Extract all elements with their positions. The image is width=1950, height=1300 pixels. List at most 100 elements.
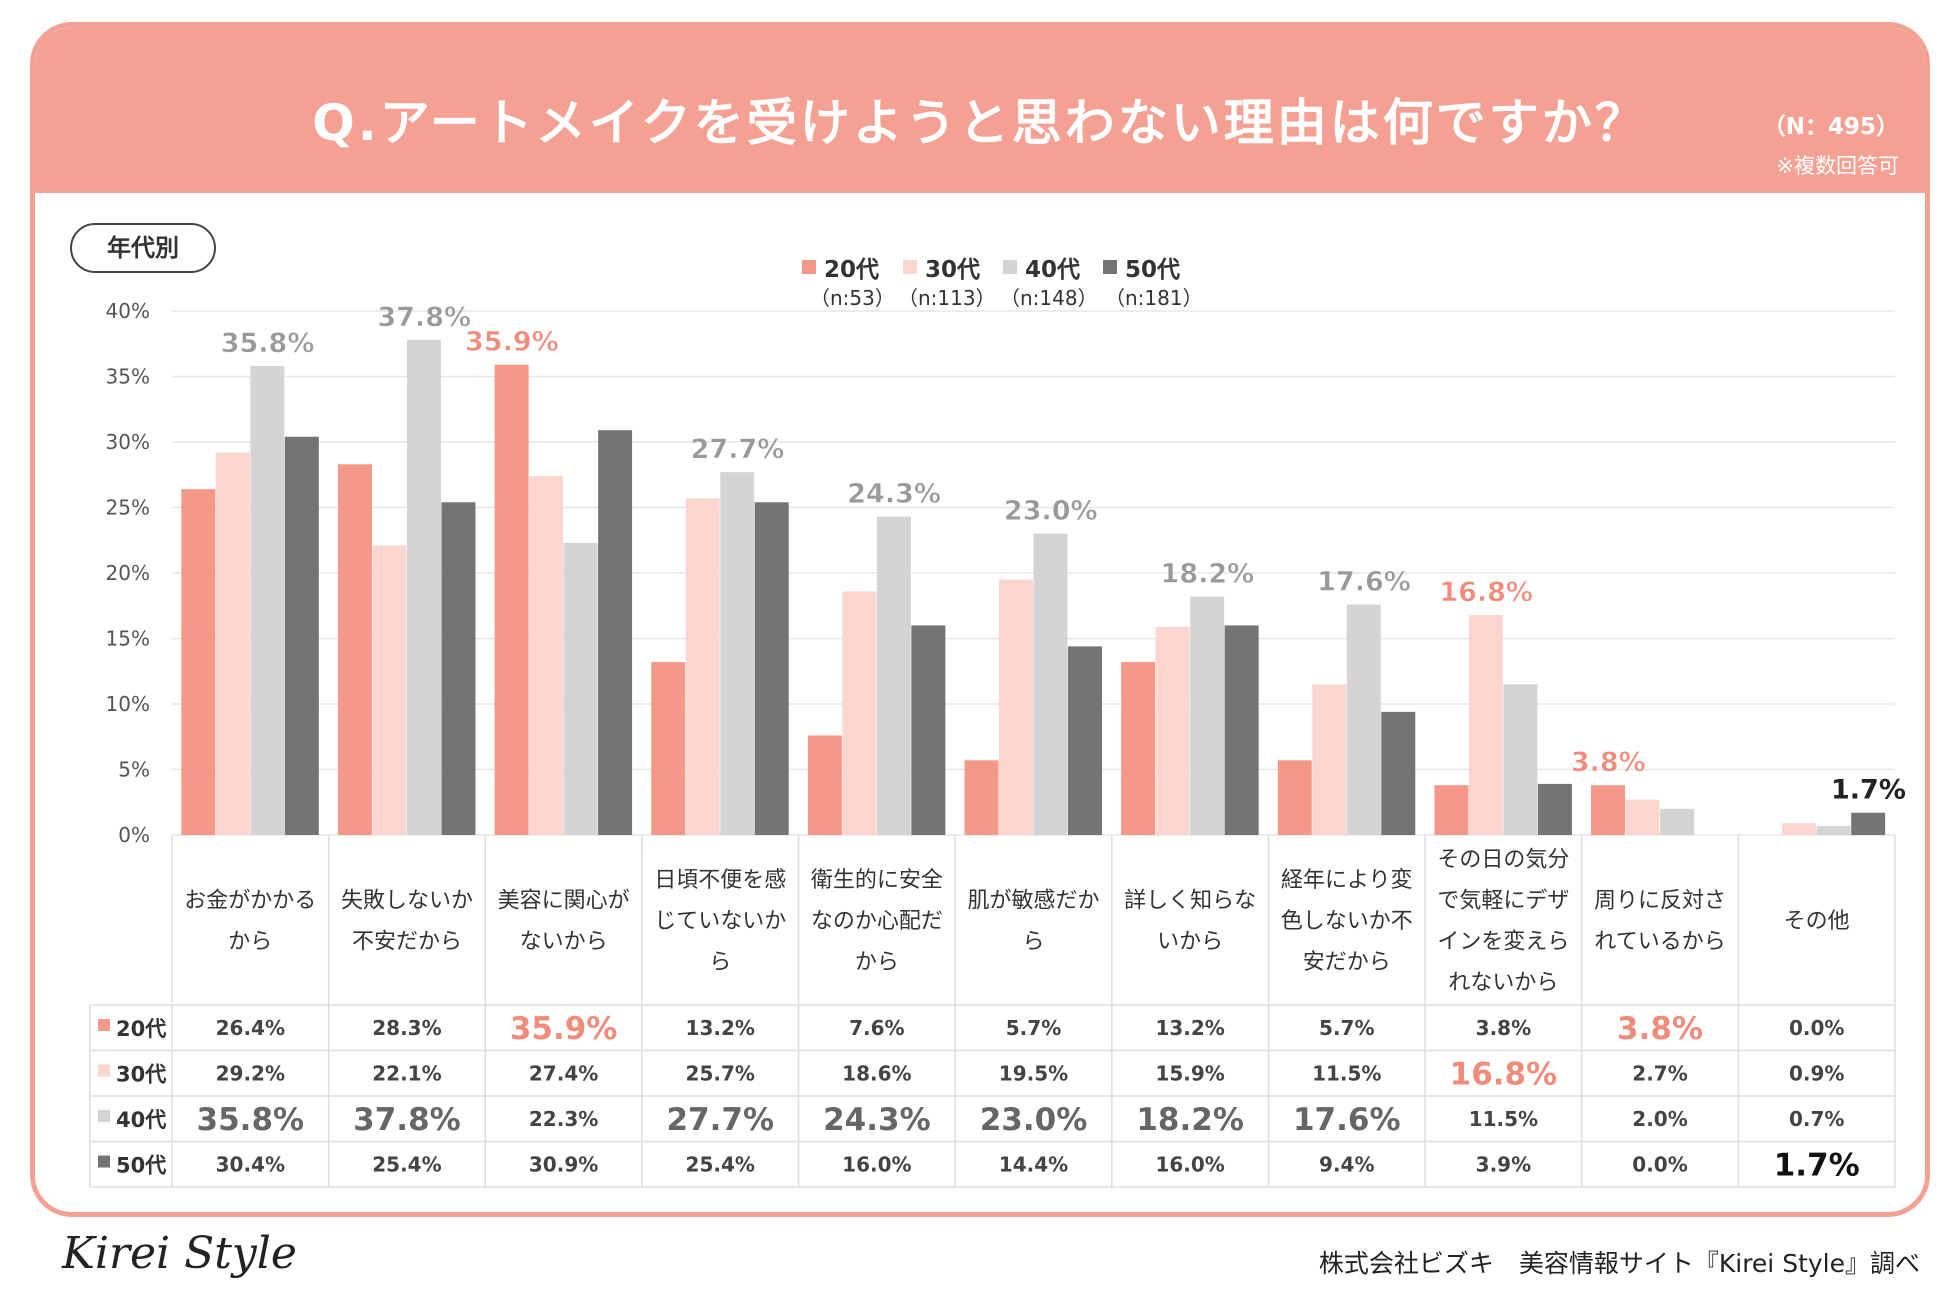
table-cell-value: 16.0% xyxy=(1155,1153,1224,1177)
table-cell-value: 22.1% xyxy=(372,1062,441,1086)
row-header: 30代 xyxy=(116,1063,166,1087)
legend-n-label: （n:148） xyxy=(1000,286,1098,310)
bar xyxy=(1224,625,1259,835)
table-cell-value: 29.2% xyxy=(216,1062,285,1086)
bar xyxy=(876,516,911,835)
brand-logo: Kirei Style xyxy=(62,1228,297,1279)
table-cell-value: 3.8% xyxy=(1617,1011,1703,1047)
category-label: ら xyxy=(709,950,731,975)
table-cell-value: 7.6% xyxy=(849,1016,904,1040)
bar xyxy=(1312,684,1347,835)
table-cell-value: 22.3% xyxy=(529,1107,598,1131)
category-label: ら xyxy=(1022,930,1044,955)
table-cell-value: 18.2% xyxy=(1136,1102,1244,1138)
bar xyxy=(250,366,285,835)
bar xyxy=(372,545,407,835)
peak-value-label: 27.7% xyxy=(691,434,785,465)
bar xyxy=(651,662,686,835)
table-cell-value: 35.8% xyxy=(197,1102,305,1138)
table-cell-value: 16.8% xyxy=(1450,1057,1558,1093)
table-cell-value: 3.8% xyxy=(1476,1016,1531,1040)
table-cell-value: 13.2% xyxy=(686,1016,755,1040)
table-cell-value: 15.9% xyxy=(1155,1062,1224,1086)
table-cell-value: 24.3% xyxy=(823,1102,931,1138)
category-label: なのか心配だ xyxy=(811,909,943,934)
table-cell-value: 25.7% xyxy=(686,1062,755,1086)
category-label: インを変えら xyxy=(1437,930,1569,955)
bar xyxy=(1068,646,1102,835)
y-tick-label: 5% xyxy=(118,758,150,782)
bar xyxy=(1816,825,1851,835)
bar xyxy=(720,472,755,835)
y-tick-label: 40% xyxy=(106,299,150,323)
peak-value-label: 18.2% xyxy=(1161,559,1255,590)
table-cell-value: 1.7% xyxy=(1774,1148,1860,1184)
bar xyxy=(1033,533,1068,835)
category-label: 肌が敏感だか xyxy=(967,889,1099,914)
multiple-answer-note: ※複数回答可 xyxy=(1776,154,1899,178)
category-label: 色しないか不 xyxy=(1281,909,1413,934)
category-label: 衛生的に安全 xyxy=(811,868,943,893)
peak-value-label: 35.9% xyxy=(465,327,559,358)
row-header: 20代 xyxy=(116,1017,166,1041)
legend-swatch xyxy=(1003,260,1017,274)
peak-value-label: 24.3% xyxy=(847,479,941,510)
bar xyxy=(685,498,720,835)
bar xyxy=(1381,711,1416,835)
category-label: れないから xyxy=(1448,971,1558,996)
bar xyxy=(1468,614,1503,835)
table-cell-value: 14.4% xyxy=(999,1153,1068,1177)
bar xyxy=(1782,823,1817,835)
table-cell-value: 0.0% xyxy=(1632,1153,1687,1177)
bar xyxy=(337,464,372,835)
legend-n-label: （n:113） xyxy=(898,286,996,310)
category-label: れているから xyxy=(1594,930,1725,955)
bar xyxy=(181,489,216,835)
table-cell-value: 5.7% xyxy=(1006,1016,1061,1040)
table-cell-value: 2.7% xyxy=(1632,1062,1687,1086)
bar xyxy=(1346,604,1381,835)
table-cell-value: 25.4% xyxy=(372,1153,441,1177)
bar xyxy=(1625,799,1660,835)
peak-value-label: 35.8% xyxy=(221,328,315,359)
bar xyxy=(1660,808,1695,835)
bar xyxy=(406,339,441,835)
table-cell-value: 27.4% xyxy=(529,1062,598,1086)
table-cell-value: 35.9% xyxy=(510,1011,618,1047)
bar xyxy=(284,436,319,835)
peak-value-label: 16.8% xyxy=(1439,577,1533,608)
category-label: 日頃不便を感 xyxy=(654,868,786,893)
table-cell-value: 28.3% xyxy=(372,1016,441,1040)
category-label: 経年により変 xyxy=(1281,868,1413,893)
category-label: 美容に関心が xyxy=(498,889,630,914)
bar xyxy=(1277,760,1312,835)
segment-pill: 年代別 xyxy=(70,223,216,273)
legend-label: 40代 xyxy=(1025,257,1080,283)
bar xyxy=(999,579,1033,835)
legend-label: 30代 xyxy=(925,257,980,283)
bar xyxy=(1434,785,1469,835)
bar xyxy=(1503,684,1538,835)
table-cell-value: 18.6% xyxy=(842,1062,911,1086)
category-label: 詳しく知らな xyxy=(1124,889,1256,914)
table-cell-value: 2.0% xyxy=(1632,1107,1687,1131)
category-label: 不安だから xyxy=(352,930,462,955)
category-label: から xyxy=(855,950,899,975)
bar xyxy=(807,735,842,835)
table-cell-value: 13.2% xyxy=(1155,1016,1224,1040)
bar xyxy=(563,542,598,835)
peak-value-label: 17.6% xyxy=(1317,566,1411,597)
table-cell-value: 27.7% xyxy=(666,1102,774,1138)
bar xyxy=(754,502,789,835)
bar xyxy=(598,430,633,835)
row-swatch xyxy=(98,1019,110,1031)
bar xyxy=(964,760,999,835)
category-label: その日の気分 xyxy=(1437,848,1569,873)
row-header: 40代 xyxy=(116,1108,166,1132)
footer-credit: 株式会社ビズキ 美容情報サイト『Kirei Style』調べ xyxy=(1318,1249,1920,1278)
legend-swatch xyxy=(903,260,917,274)
legend-label: 20代 xyxy=(824,257,879,283)
row-swatch xyxy=(98,1110,110,1122)
title-banner: Q.アートメイクを受けようと思わない理由は何ですか？ （N：495） ※複数回答… xyxy=(35,27,1925,193)
y-tick-label: 15% xyxy=(106,627,150,651)
